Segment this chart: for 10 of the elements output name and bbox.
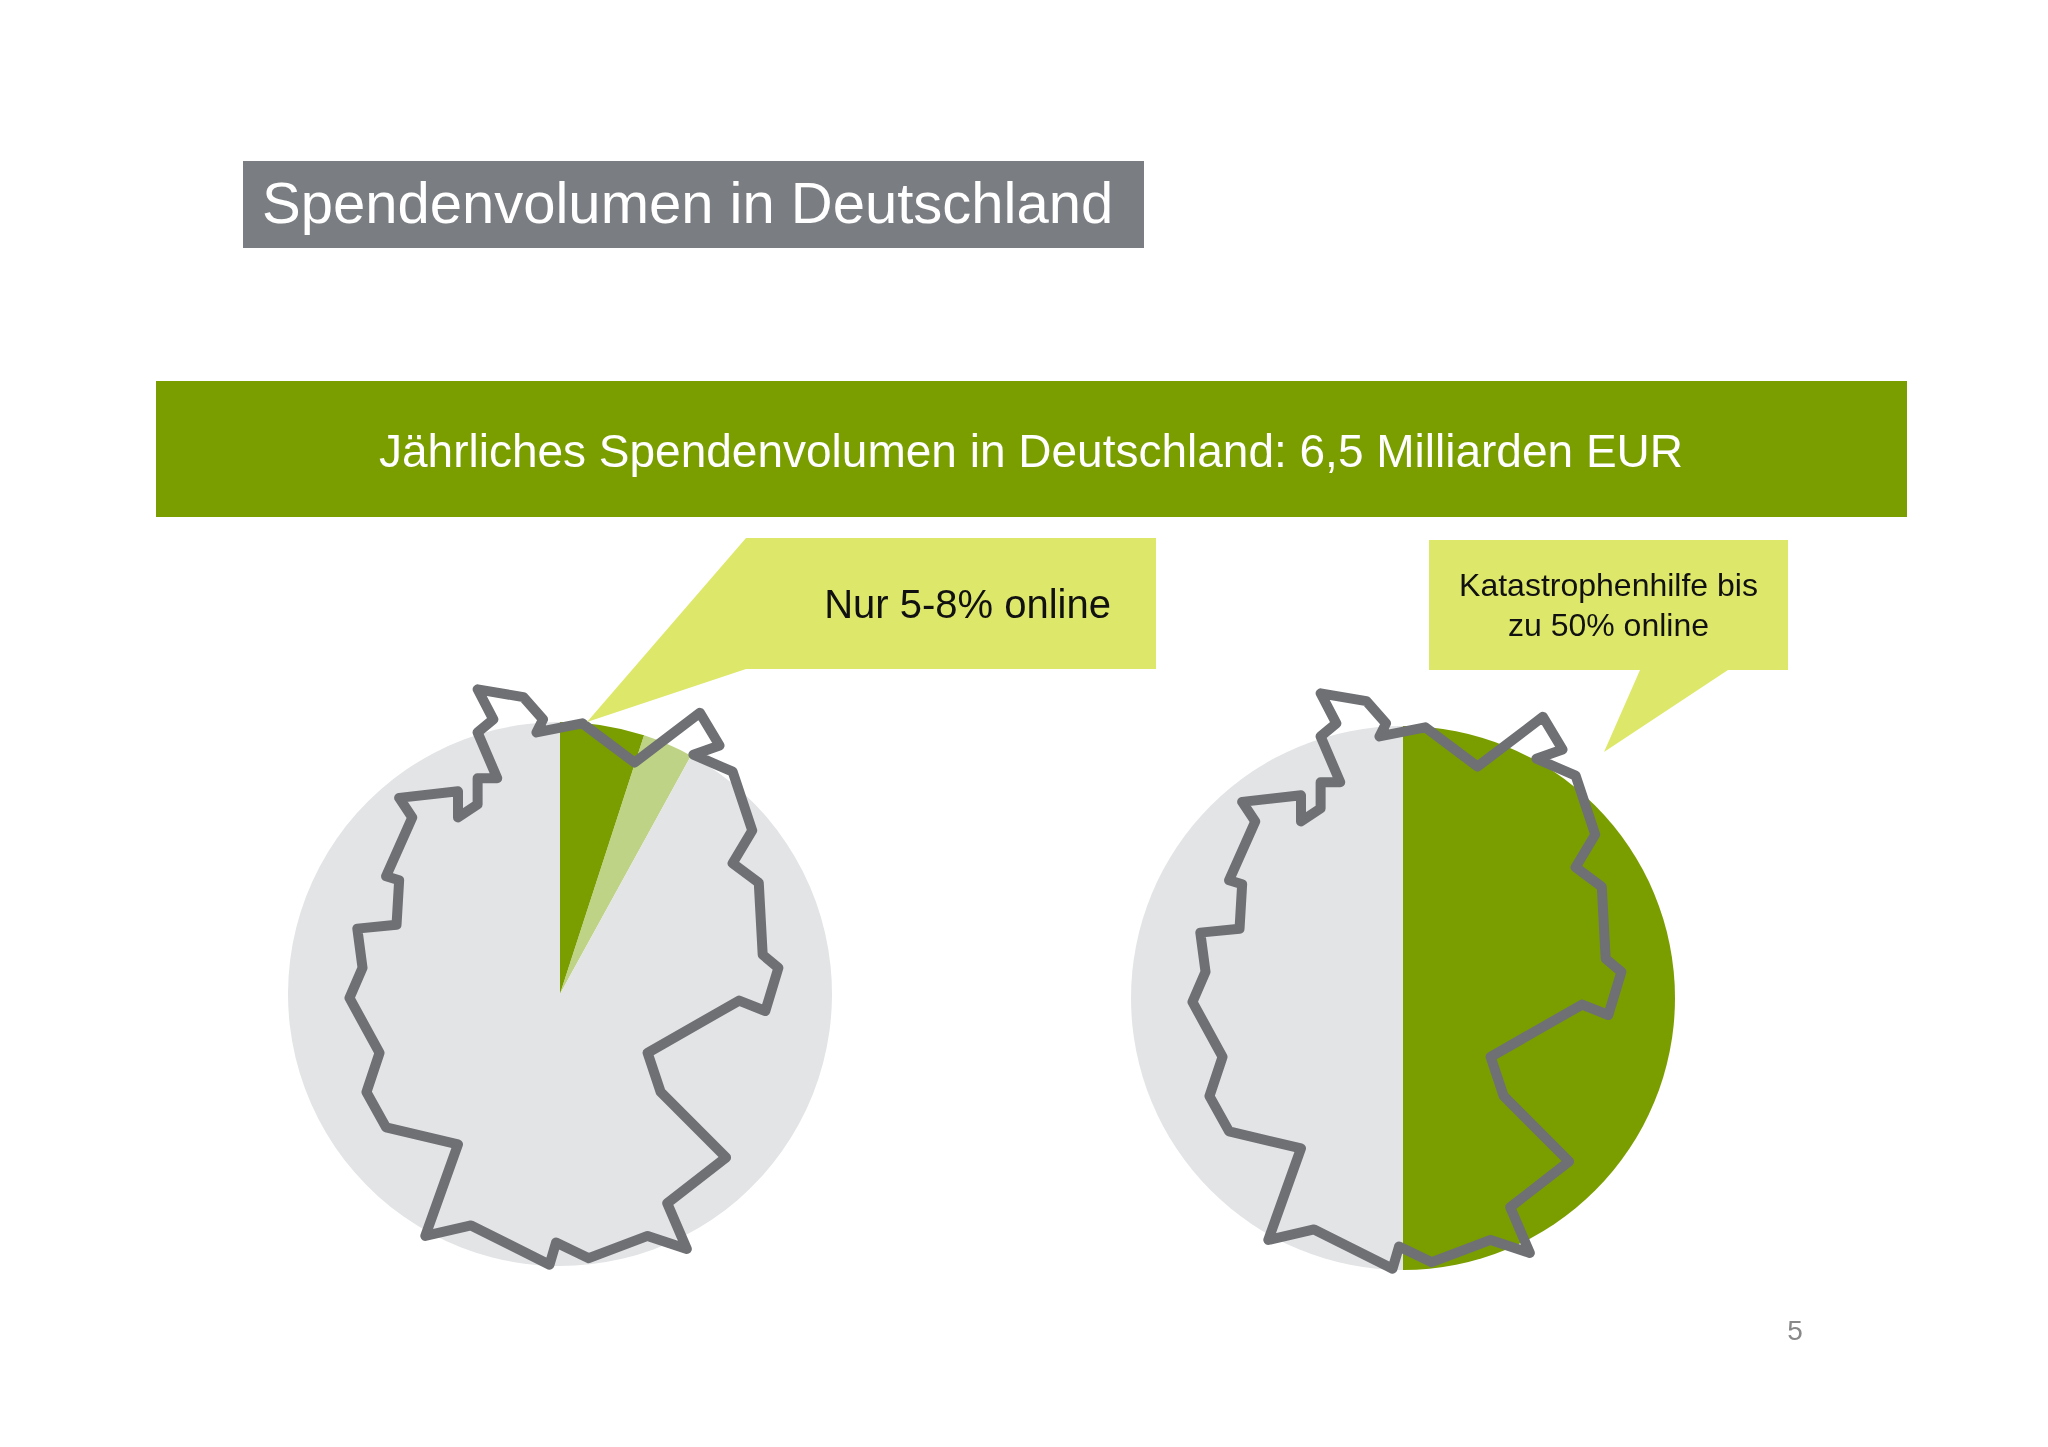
chart-title: Spendenvolumen in Deutschland [262, 170, 1114, 235]
pie-slice [560, 722, 645, 994]
pie-slice [560, 735, 692, 994]
pie-slice [1403, 726, 1675, 1270]
text: Jährliches Spendenvolumen in Deutschland: 6,5 Milliarden EUR [378, 425, 1684, 477]
text: Katastrophenhilfe bis zu 50% online [1459, 567, 1758, 644]
pie-slice [288, 722, 832, 1266]
text: Nur 5-8% online [824, 581, 1111, 626]
text: 5 [1787, 1315, 1803, 1346]
pie-slice [1131, 726, 1403, 1270]
